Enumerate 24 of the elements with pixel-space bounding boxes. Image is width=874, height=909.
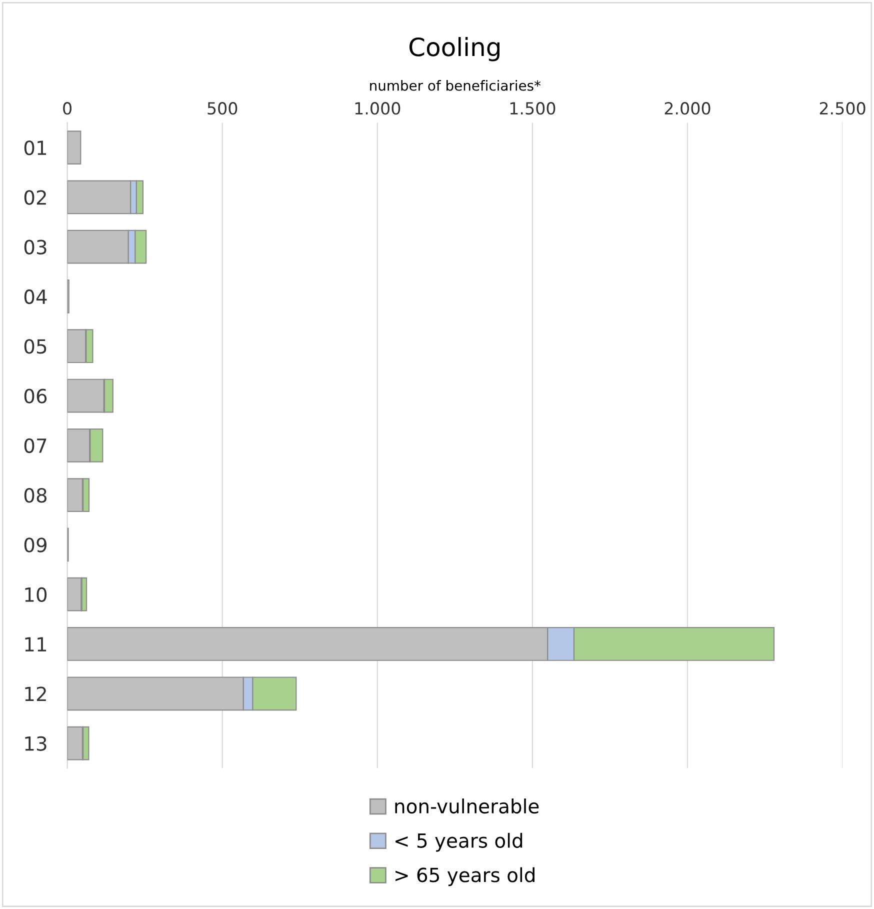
x-tick-label: 500 bbox=[208, 102, 238, 115]
y-tick-label: 02 bbox=[24, 190, 46, 205]
x-tick-label: 2.000 bbox=[664, 102, 710, 115]
y-tick-label: 05 bbox=[24, 339, 46, 354]
x-tick-label: 2.500 bbox=[820, 102, 866, 115]
x-tick-label: 0 bbox=[63, 102, 72, 115]
x-tick-label: 1.500 bbox=[510, 102, 556, 115]
x-axis-title: number of beneficiaries* bbox=[370, 80, 541, 91]
x-tick-label: 1.000 bbox=[355, 102, 400, 115]
legend-label: non-vulnerable bbox=[395, 798, 539, 814]
y-tick-label: 12 bbox=[25, 686, 46, 702]
y-tick-label: 08 bbox=[24, 488, 47, 503]
y-tick-label: 10 bbox=[25, 587, 47, 602]
legend-label: < 5 years old bbox=[396, 832, 522, 852]
y-tick-label: 06 bbox=[24, 388, 47, 404]
chart-title: Cooling bbox=[409, 37, 500, 62]
y-tick-label: 04 bbox=[24, 289, 47, 304]
y-tick-label: 07 bbox=[24, 438, 46, 454]
y-tick-label: 03 bbox=[24, 240, 46, 254]
y-tick-label: 09 bbox=[24, 538, 46, 552]
y-tick-label: 11 bbox=[25, 637, 46, 652]
legend-label: > 65 years old bbox=[396, 867, 534, 886]
y-tick-label: 13 bbox=[25, 736, 46, 751]
y-tick-label: 01 bbox=[24, 140, 46, 156]
